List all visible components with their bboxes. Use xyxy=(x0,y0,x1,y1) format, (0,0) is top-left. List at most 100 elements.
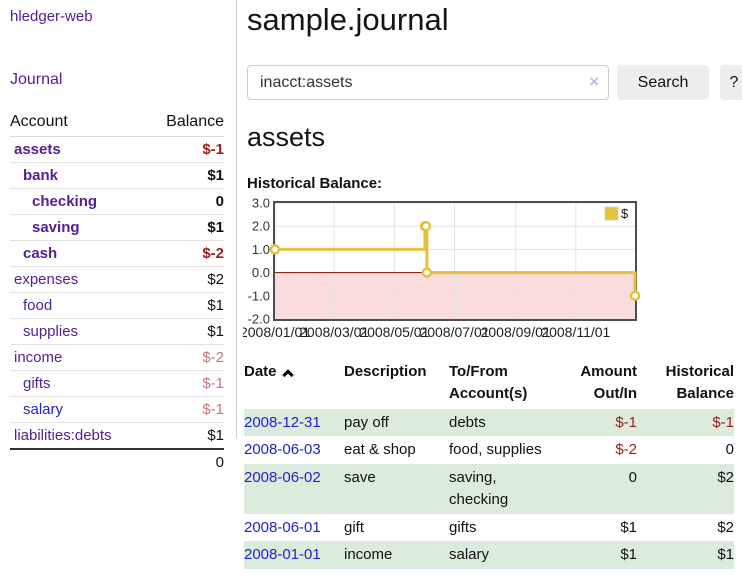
help-button[interactable]: ? xyxy=(720,65,742,100)
transaction-date-link[interactable]: 2008-01-01 xyxy=(244,546,321,564)
chart-y-tick-label: 2.0 xyxy=(252,219,270,234)
search-form: × Search ? xyxy=(247,65,742,100)
chart-x-tick-label: 2008/05/01 xyxy=(359,324,429,340)
account-name-cell: food xyxy=(10,292,147,319)
chart-y-tick-label: 1.0 xyxy=(252,242,270,257)
account-row: assets $-1 xyxy=(10,136,224,163)
chart-x-tick-label: 2008/11/01 xyxy=(541,324,610,340)
transaction-date-link[interactable]: 2008-12-31 xyxy=(244,413,321,431)
chart-data-point xyxy=(421,267,433,278)
search-box: × xyxy=(247,65,609,100)
register-amount-cell: $-1 xyxy=(615,413,637,431)
account-link[interactable]: bank xyxy=(23,167,59,184)
register-amount-cell: $1 xyxy=(620,518,637,536)
register-date-cell: 2008-06-01 xyxy=(244,514,344,542)
account-balance: $-1 xyxy=(146,136,224,163)
search-input[interactable] xyxy=(247,65,609,100)
account-link[interactable]: supplies xyxy=(23,323,79,340)
account-balance: $-1 xyxy=(146,370,224,397)
register-description-cell: gift xyxy=(344,518,365,536)
account-link[interactable]: liabilities:debts xyxy=(14,427,112,444)
app-layout: hledger-web Journal Account Balance asse… xyxy=(0,0,742,569)
account-row: salary $-1 xyxy=(10,396,224,423)
register-accounts-cell: salary xyxy=(449,546,490,564)
account-balance: $1 xyxy=(146,214,224,241)
main-panel: sample.journal × Search ? assets Histori… xyxy=(237,0,742,569)
account-balance: $1 xyxy=(146,422,224,450)
transaction-date-link[interactable]: 2008-06-03 xyxy=(244,441,321,459)
account-name-cell: cash xyxy=(10,240,147,267)
register-balance-cell: $2 xyxy=(717,469,734,486)
balance-chart: 3.0 2.0 1.0 0.0 -1.0 -2.02008/01/012008/03/01… xyxy=(243,197,640,340)
register-date-cell: 2008-12-31 xyxy=(244,409,344,437)
transaction-date-link[interactable]: 2008-06-01 xyxy=(244,518,321,536)
register-balance-cell: $1 xyxy=(717,546,734,564)
register-balance-cell: $2 xyxy=(717,518,734,536)
account-link[interactable]: food xyxy=(23,297,53,314)
register-header-row: Date Description To/From Account(s) Amount … xyxy=(244,359,734,409)
account-link[interactable]: income xyxy=(14,349,63,366)
account-balance: $2 xyxy=(146,266,224,293)
account-link[interactable]: gifts xyxy=(23,375,51,392)
account-link[interactable]: saving xyxy=(32,219,80,236)
register-accounts-cell: food, supplies xyxy=(449,441,542,459)
account-name-cell: supplies xyxy=(10,318,147,345)
register-row: 2008-01-01 income salary $1 $1 xyxy=(244,541,734,569)
account-row: bank $1 xyxy=(10,162,224,189)
account-balance: 0 xyxy=(146,188,224,215)
account-row: cash $-2 xyxy=(10,240,224,267)
register-description-cell: pay off xyxy=(344,413,389,431)
register-table-body: 2008-12-31 pay off debts $-1 $-1 2008-06-03 ea… xyxy=(244,408,734,569)
chart-data-point xyxy=(269,244,281,255)
account-row: checking 0 xyxy=(10,188,224,215)
register-accounts-cell: debts xyxy=(449,413,486,431)
account-name-cell: liabilities:debts xyxy=(10,422,147,450)
register-balance-cell: $-1 xyxy=(712,413,734,431)
account-row: supplies $1 xyxy=(10,318,224,345)
sort-asc-icon xyxy=(281,369,294,381)
sidebar-nav: Journal xyxy=(10,71,224,89)
account-name-cell: saving xyxy=(10,214,147,241)
accounts-total-row: 0 xyxy=(10,448,224,475)
chart-x-tick-label: 2008/07/01 xyxy=(419,324,489,340)
register-header-date[interactable]: Date xyxy=(244,359,344,409)
account-link[interactable]: salary xyxy=(23,401,64,418)
account-balance: $1 xyxy=(146,292,224,319)
account-name-cell: salary xyxy=(10,396,147,423)
brand-link[interactable]: hledger-web xyxy=(10,8,93,25)
account-heading: assets xyxy=(247,122,326,152)
account-name-cell: income xyxy=(10,344,147,371)
account-balance: $1 xyxy=(146,318,224,345)
sidebar: hledger-web Journal Account Balance asse… xyxy=(0,0,237,475)
accounts-header-balance: Balance xyxy=(146,110,224,137)
search-button[interactable]: Search xyxy=(617,65,709,100)
register-header-historical: Historical Balance xyxy=(665,363,734,402)
accounts-total-value: 0 xyxy=(146,448,224,475)
account-row: income $-2 xyxy=(10,344,224,371)
account-link[interactable]: checking xyxy=(32,193,98,210)
account-row: saving $1 xyxy=(10,214,224,241)
account-name-cell: gifts xyxy=(10,370,147,397)
account-name-cell: expenses xyxy=(10,266,147,293)
chart-y-tick-label: 3.0 xyxy=(252,197,270,211)
register-header-amount: Amount Out/In xyxy=(580,363,637,402)
account-link[interactable]: assets xyxy=(14,141,61,158)
account-balance: $-2 xyxy=(146,240,224,267)
chart-y-tick-label: -2.0 xyxy=(248,312,270,327)
account-row: food $1 xyxy=(10,292,224,319)
account-link[interactable]: cash xyxy=(23,245,58,262)
sidebar-item-journal[interactable]: Journal xyxy=(10,71,63,88)
accounts-header-row: Account Balance xyxy=(10,110,224,137)
register-table: Date Description To/From Account(s) Amount … xyxy=(244,359,734,569)
account-row: expenses $2 xyxy=(10,266,224,293)
chart-x-tick-label: 2008/01/01 xyxy=(243,324,310,340)
transaction-date-link[interactable]: 2008-06-02 xyxy=(244,469,321,486)
clear-search-icon[interactable]: × xyxy=(589,72,599,91)
accounts-header-account: Account xyxy=(10,110,147,137)
account-link[interactable]: expenses xyxy=(14,271,79,288)
chart-data-point xyxy=(420,220,432,232)
account-name-cell: assets xyxy=(10,136,147,163)
chart-x-tick-label: 2008/03/01 xyxy=(299,324,369,340)
register-amount-cell: 0 xyxy=(628,469,637,486)
accounts-table: Account Balance assets $-1 bank $1 checking 0… xyxy=(10,110,224,475)
